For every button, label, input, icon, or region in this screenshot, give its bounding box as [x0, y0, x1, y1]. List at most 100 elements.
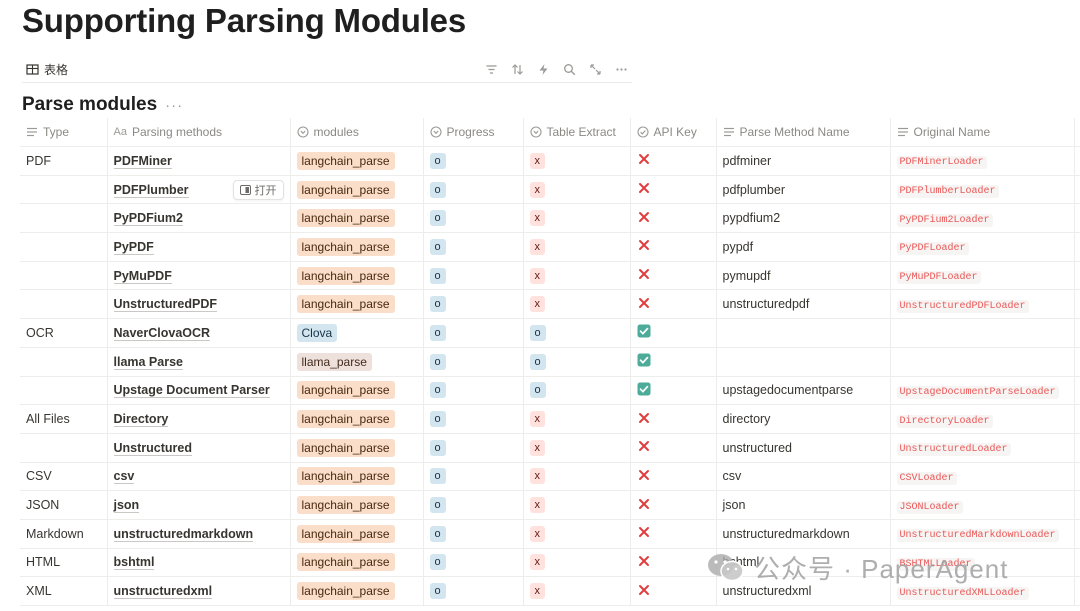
table-extract-tag: x	[529, 181, 545, 198]
cross-mark-icon	[637, 411, 651, 425]
parsing-method-link[interactable]: llama Parse	[113, 354, 183, 370]
select-chevron-icon	[529, 126, 542, 138]
overflow-cell	[1074, 232, 1080, 262]
parsing-method-link[interactable]: Unstructured	[113, 440, 192, 456]
parsing-method-link[interactable]: unstructuredmarkdown	[113, 526, 254, 542]
table-extract-cell: x	[523, 576, 631, 606]
parsing-method-link[interactable]: bshtml	[113, 555, 155, 571]
table-extract-cell: x	[523, 404, 631, 434]
modules-cell: langchain_parse	[290, 576, 424, 606]
progress-tag: o	[429, 181, 446, 198]
column-header-progress[interactable]: Progress	[423, 118, 524, 147]
modules-cell: langchain_parse	[290, 519, 424, 549]
sort-icon[interactable]	[511, 63, 524, 76]
parsing-method-link[interactable]: Upstage Document Parser	[113, 383, 270, 399]
database-title[interactable]: Parse modules	[22, 94, 158, 115]
more-icon[interactable]	[615, 63, 628, 76]
progress-cell: o	[423, 175, 524, 205]
parsing-method-link[interactable]: json	[113, 498, 140, 514]
type-cell	[20, 289, 108, 320]
parsing-method-cell[interactable]: json	[107, 490, 291, 520]
parsing-method-link[interactable]: csv	[113, 469, 135, 485]
table-row: PyMuPDF langchain_parse o x pymupdf PyMuPDFLo…	[20, 261, 1080, 291]
column-header-original-name[interactable]: Original Name	[890, 118, 1075, 147]
text-lines-icon	[897, 126, 909, 138]
type-cell	[20, 376, 108, 406]
original-name-cell: UpstageDocumentParseLoader	[890, 376, 1075, 406]
column-header-parsing-methods[interactable]: Aa Parsing methods	[107, 118, 291, 147]
expand-icon[interactable]	[589, 63, 602, 76]
module-tag: langchain_parse	[296, 410, 395, 429]
parse-name-cell: json	[716, 490, 891, 520]
checkbox-checked-icon[interactable]	[637, 382, 651, 396]
api-key-cell	[630, 433, 717, 463]
parsing-method-cell[interactable]: PyMuPDF	[107, 261, 291, 291]
parsing-method-link[interactable]: PyPDFium2	[113, 211, 183, 227]
progress-tag: o	[429, 210, 446, 227]
table-extract-tag: x	[529, 525, 545, 542]
parse-method-name: directory	[722, 412, 771, 427]
module-tag: langchain_parse	[296, 524, 395, 543]
parsing-method-link[interactable]: PyPDF	[113, 239, 154, 255]
table-icon	[26, 63, 39, 76]
parse-method-name: pymupdf	[722, 268, 771, 283]
search-icon[interactable]	[563, 63, 576, 76]
table-extract-tag: x	[529, 497, 545, 514]
parsing-method-cell[interactable]: Unstructured	[107, 433, 291, 463]
module-tag: langchain_parse	[296, 467, 395, 486]
parsing-method-cell[interactable]: PyPDFium2	[107, 203, 291, 234]
parsing-method-cell[interactable]: NaverClovaOCR	[107, 318, 291, 348]
filter-icon[interactable]	[485, 63, 498, 76]
parsing-method-link[interactable]: PDFMiner	[113, 153, 172, 169]
column-header-table-extract[interactable]: Table Extract	[523, 118, 631, 147]
parsing-method-cell[interactable]: llama Parse	[107, 347, 291, 377]
progress-cell: o	[423, 376, 524, 406]
modules-cell: langchain_parse	[290, 548, 424, 578]
parsing-method-link[interactable]: PDFPlumber	[113, 182, 189, 198]
parsing-method-cell[interactable]: unstructuredxml	[107, 576, 291, 606]
progress-tag: o	[429, 468, 446, 485]
title-aa-icon: Aa	[113, 126, 127, 138]
open-page-button[interactable]: 打开	[232, 179, 284, 200]
view-tab-table[interactable]: 表格	[22, 61, 68, 78]
parsing-method-cell[interactable]: PDFMiner	[107, 146, 291, 176]
parsing-method-link[interactable]: unstructuredxml	[113, 584, 213, 600]
parsing-method-cell[interactable]: unstructuredmarkdown	[107, 519, 291, 549]
view-toolbar	[485, 63, 632, 76]
checkbox-checked-icon[interactable]	[637, 324, 651, 338]
column-header-type[interactable]: Type	[20, 118, 108, 147]
column-header-modules[interactable]: modules	[290, 118, 424, 147]
parsing-method-cell[interactable]: Upstage Document Parser	[107, 376, 291, 406]
column-header-parse-method-name[interactable]: Parse Method Name	[716, 118, 891, 147]
original-name-cell: BSHTMLLoader	[890, 548, 1075, 578]
overflow-cell	[1074, 318, 1080, 348]
parsing-method-cell[interactable]: PyPDF	[107, 232, 291, 262]
database-more-button[interactable]: ···	[165, 96, 184, 114]
table-row: UnstructuredPDF langchain_parse o x unstruct…	[20, 289, 1080, 320]
view-tab-label: 表格	[44, 62, 69, 77]
parsing-method-link[interactable]: UnstructuredPDF	[113, 297, 217, 313]
original-name-code: UpstageDocumentParseLoader	[896, 385, 1059, 399]
parsing-method-cell[interactable]: csv	[107, 462, 291, 492]
column-label: Table Extract	[546, 125, 616, 139]
type-value: Markdown	[26, 526, 84, 541]
original-name-code: BSHTMLLoader	[896, 557, 975, 571]
checkbox-checked-icon[interactable]	[637, 353, 651, 367]
progress-cell: o	[423, 232, 524, 262]
parsing-method-cell[interactable]: PDFPlumber 打开	[107, 175, 291, 205]
parsing-method-cell[interactable]: Directory	[107, 404, 291, 434]
parsing-method-cell[interactable]: bshtml	[107, 548, 291, 578]
column-label: modules	[313, 125, 359, 139]
original-name-code: PyMuPDFLoader	[896, 271, 981, 285]
parsing-method-link[interactable]: PyMuPDF	[113, 268, 172, 284]
automation-bolt-icon[interactable]	[537, 63, 550, 76]
column-header-api-key[interactable]: API Key	[630, 118, 717, 147]
modules-cell: langchain_parse	[290, 203, 424, 234]
parsing-method-cell[interactable]: UnstructuredPDF	[107, 289, 291, 320]
parse-name-cell	[716, 318, 891, 348]
overflow-cell	[1074, 175, 1080, 205]
parse-method-name: pdfplumber	[722, 182, 786, 197]
text-lines-icon	[723, 126, 735, 138]
parsing-method-link[interactable]: NaverClovaOCR	[113, 325, 211, 341]
parsing-method-link[interactable]: Directory	[113, 412, 169, 428]
